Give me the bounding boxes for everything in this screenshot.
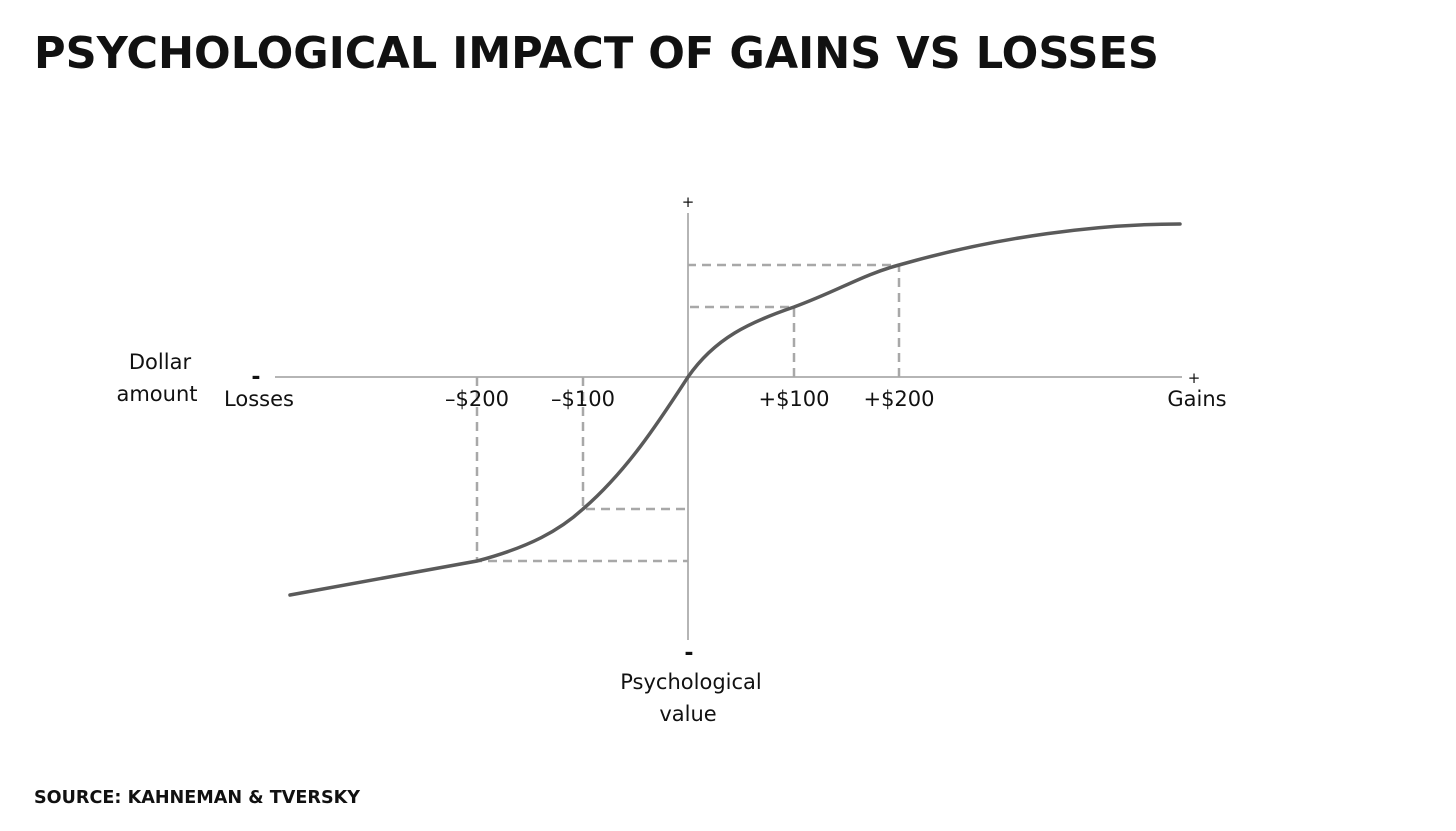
tick-label: +$200 (863, 387, 934, 411)
x-positive-sign: + (1188, 369, 1201, 387)
tick-label: –$100 (551, 387, 615, 411)
tick-label: +$100 (758, 387, 829, 411)
guide-line (581, 377, 688, 511)
x-positive-end: Gains (1167, 387, 1226, 411)
y-negative-sign: - (684, 641, 693, 666)
x-axis-label: amount (116, 382, 197, 406)
x-negative-end: Losses (224, 387, 294, 411)
x-axis-label: Dollar (129, 350, 192, 374)
y-positive-sign: + (682, 193, 695, 211)
value-curve (288, 222, 1182, 597)
title: PSYCHOLOGICAL IMPACT OF GAINS VS LOSSES (34, 28, 1159, 79)
y-axis-label: Psychological (620, 670, 761, 694)
source: SOURCE: KAHNEMAN & TVERSKY (34, 787, 361, 808)
y-axis-label: value (659, 702, 716, 726)
tick-label: –$200 (445, 387, 509, 411)
guide-line (688, 305, 796, 377)
x-negative-sign: - (251, 365, 260, 390)
